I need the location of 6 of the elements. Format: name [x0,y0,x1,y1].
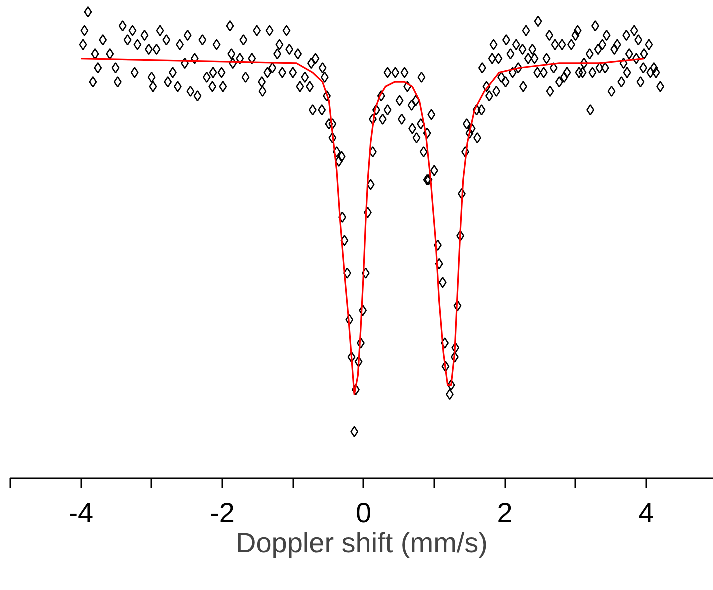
x-axis-title: Doppler shift (mm/s) [236,528,488,558]
x-tick-label: 4 [638,498,654,528]
x-tick-label: -4 [68,498,94,528]
x-tick-label: -2 [210,498,235,528]
x-tick-label: 2 [497,498,513,528]
x-tick-label: 0 [356,498,372,528]
